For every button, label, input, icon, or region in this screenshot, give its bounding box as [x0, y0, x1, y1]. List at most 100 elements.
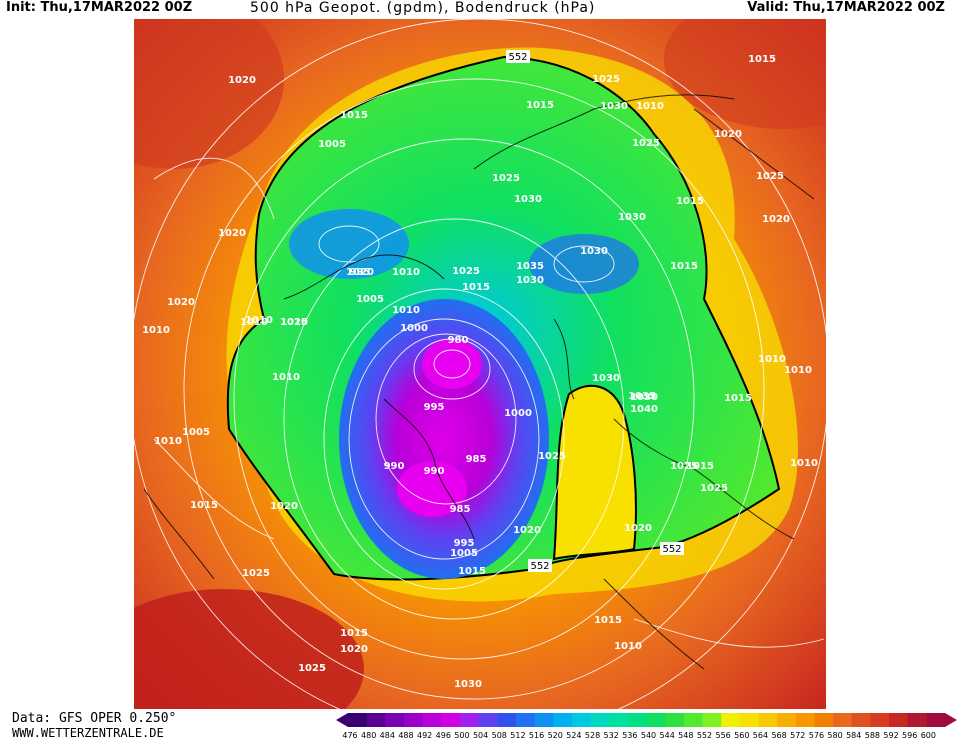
- legend-tick-label: 556: [715, 731, 730, 740]
- blue-trough-siberia: [529, 234, 639, 294]
- pressure-label: 985: [450, 504, 471, 515]
- pressure-label: 1010: [784, 365, 812, 376]
- legend-swatch: [348, 713, 368, 727]
- pressure-label: 1020: [714, 129, 742, 140]
- legend-swatch: [553, 713, 573, 727]
- legend-swatch: [534, 713, 554, 727]
- legend-swatch: [627, 713, 647, 727]
- pressure-label: 985: [466, 454, 487, 465]
- legend-tick-label: 536: [622, 731, 637, 740]
- pressure-label: 1005: [450, 548, 478, 559]
- pressure-label: 1015: [458, 566, 486, 577]
- legend-swatch: [777, 713, 797, 727]
- legend-swatch: [665, 713, 685, 727]
- pressure-label: 995: [424, 402, 445, 413]
- legend-tick-label: 528: [585, 731, 600, 740]
- legend-swatch: [795, 713, 815, 727]
- legend-swatch: [889, 713, 909, 727]
- legend-tick-label: 568: [771, 731, 786, 740]
- pressure-label: 1025: [452, 266, 480, 277]
- legend-tick-label: 524: [566, 731, 581, 740]
- pressure-label: 1030: [516, 275, 544, 286]
- legend-tick-label: 476: [342, 731, 357, 740]
- map-title: 500 hPa Geopot. (gpdm), Bodendruck (hPa): [250, 0, 596, 16]
- legend-tick-label: 596: [902, 731, 917, 740]
- pressure-label: 1010: [272, 372, 300, 383]
- contour-552-label-n: 552: [506, 50, 530, 63]
- legend-tick-label: 588: [865, 731, 880, 740]
- pressure-label: 1025: [538, 451, 566, 462]
- pressure-label: 990: [384, 461, 405, 472]
- valid-time-label: Valid: Thu,17MAR2022 00Z: [747, 0, 945, 15]
- pressure-label: 1015: [686, 461, 714, 472]
- legend-tick-label: 540: [641, 731, 656, 740]
- pressure-label: 1010: [142, 325, 170, 336]
- legend-tick-label: 544: [660, 731, 675, 740]
- pressure-label: 1020: [167, 297, 195, 308]
- legend-tick-label: 496: [436, 731, 451, 740]
- legend-tick-label: 512: [510, 731, 525, 740]
- legend-tick-label: 500: [454, 731, 469, 740]
- pressure-label: 1015: [724, 393, 752, 404]
- pressure-label: 1015: [676, 196, 704, 207]
- pressure-label: 1020: [624, 523, 652, 534]
- pressure-labels: 1020 1015 1005 1020 995 1010 1005 1020 1…: [142, 54, 818, 690]
- pressure-label: 1010: [636, 101, 664, 112]
- pressure-label: 1020: [270, 501, 298, 512]
- low-pressure-center: [422, 339, 482, 389]
- pressure-label: 1025: [492, 173, 520, 184]
- pressure-label: 1030: [592, 373, 620, 384]
- pressure-label: 1025: [700, 483, 728, 494]
- legend-arrow-right: [945, 713, 957, 727]
- contour-label: 552: [662, 544, 681, 555]
- pressure-label: 1025: [242, 568, 270, 579]
- isobars: [134, 19, 826, 709]
- color-legend: 476 480 484 488 492 496 500 504 508 512 516 520 524 5…: [334, 711, 959, 741]
- pressure-label: 1025: [632, 138, 660, 149]
- legend-tick-label: 572: [790, 731, 805, 740]
- legend-swatch: [515, 713, 536, 727]
- contour-label: 552: [530, 561, 549, 572]
- legend-tick-label: 580: [827, 731, 842, 740]
- legend-swatch: [702, 713, 722, 727]
- pressure-label: 1010: [614, 641, 642, 652]
- pressure-label: 1020: [280, 317, 308, 328]
- warm-corner-nw: [134, 19, 284, 169]
- data-source-label: Data: GFS OPER 0.250°: [12, 711, 177, 726]
- legend-tick-label: 600: [921, 731, 936, 740]
- legend-tick-label: 584: [846, 731, 861, 740]
- init-time-label: Init: Thu,17MAR2022 00Z: [6, 0, 193, 15]
- legend-swatch: [833, 713, 853, 727]
- pressure-label: 1030: [630, 392, 658, 403]
- legend-swatch: [646, 713, 666, 727]
- pressure-label: 995: [350, 267, 371, 278]
- legend-swatch: [459, 713, 480, 727]
- legend-tick-label: 564: [753, 731, 768, 740]
- pressure-label: 1015: [594, 615, 622, 626]
- website-label: WWW.WETTERZENTRALE.DE: [12, 726, 164, 740]
- legend-tick-label: 576: [809, 731, 824, 740]
- coastlines: [143, 94, 815, 670]
- legend-swatch: [739, 713, 759, 727]
- pressure-label: 1025: [592, 74, 620, 85]
- blue-trough-pacific: [289, 209, 409, 279]
- legend-tick-label: 480: [361, 731, 376, 740]
- pressure-label: 1010: [790, 458, 818, 469]
- legend-tick-label: 504: [473, 731, 488, 740]
- pressure-label: 1035: [628, 391, 656, 402]
- pressure-label: 1020: [340, 644, 368, 655]
- pressure-label: 1030: [454, 679, 482, 690]
- legend-swatch: [366, 713, 386, 727]
- pressure-label: 1015: [462, 282, 490, 293]
- pressure-label: 1010: [154, 436, 182, 447]
- pressure-label: 1015: [190, 500, 218, 511]
- warm-corner-sw: [134, 589, 364, 709]
- legend-tick-label: 516: [529, 731, 544, 740]
- pressure-label: 1025: [670, 461, 698, 472]
- legend-swatch: [590, 713, 610, 727]
- contour-552-label-e: 552: [660, 542, 684, 555]
- legend-swatch: [683, 713, 703, 727]
- legend-tick-label: 508: [492, 731, 507, 740]
- pressure-label: 1040: [630, 404, 658, 415]
- pressure-label: 1020: [762, 214, 790, 225]
